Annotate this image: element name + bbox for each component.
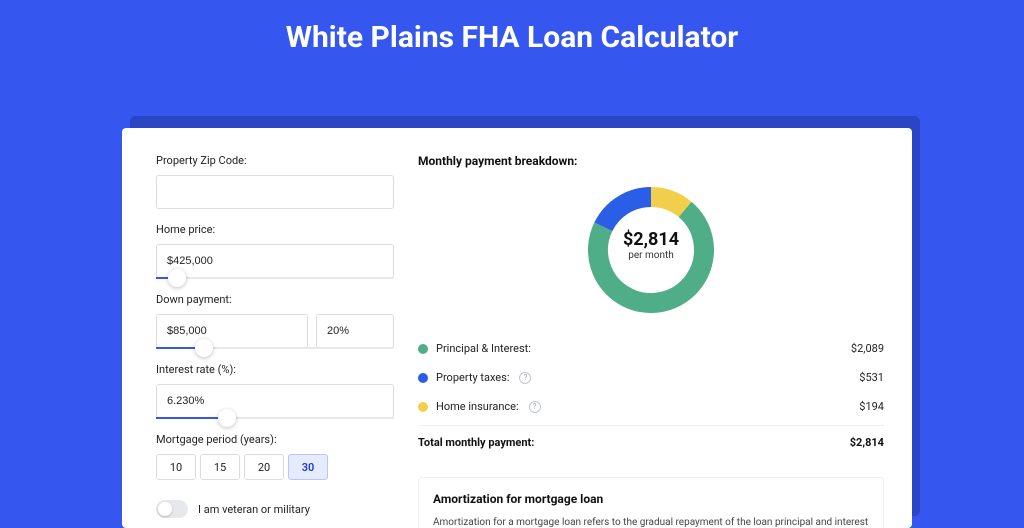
legend-label: Property taxes:: [436, 371, 509, 384]
donut-center: $2,814 per month: [588, 229, 714, 261]
info-icon[interactable]: ?: [519, 372, 531, 384]
slider-track: [156, 277, 394, 279]
slider-handle[interactable]: [218, 409, 236, 427]
page-root: White Plains FHA Loan Calculator Propert…: [0, 0, 1024, 512]
legend-dot: [418, 344, 428, 354]
down-payment-slider[interactable]: [156, 347, 394, 349]
slider-track: [156, 347, 394, 349]
breakdown-heading: Monthly payment breakdown:: [418, 154, 884, 168]
home-price-slider[interactable]: [156, 277, 394, 279]
amortization-box: Amortization for mortgage loan Amortizat…: [418, 477, 884, 528]
down-payment-label: Down payment:: [156, 293, 394, 306]
legend-row: Property taxes:? $531: [418, 363, 884, 392]
mortgage-period-options: 10152030: [156, 454, 394, 480]
interest-rate-input[interactable]: [156, 384, 394, 418]
donut-sub: per month: [588, 250, 714, 261]
legend-row: Home insurance:? $194: [418, 392, 884, 421]
info-icon[interactable]: ?: [529, 401, 541, 413]
legend-amount: $194: [859, 400, 884, 413]
breakdown-panel: Monthly payment breakdown: $2,814 per mo…: [412, 128, 912, 528]
mortgage-period-label: Mortgage period (years):: [156, 433, 394, 446]
slider-handle[interactable]: [168, 269, 186, 287]
legend-amount: $531: [859, 371, 884, 384]
home-price-field: Home price:: [156, 223, 394, 279]
legend-dot: [418, 373, 428, 383]
home-price-input[interactable]: [156, 244, 394, 278]
calculator-card: Property Zip Code: Home price: Down paym…: [122, 128, 912, 528]
page-title: White Plains FHA Loan Calculator: [0, 20, 1024, 55]
legend-label: Home insurance:: [436, 400, 519, 413]
total-label: Total monthly payment:: [418, 436, 534, 449]
legend-row: Principal & Interest: $2,089: [418, 334, 884, 363]
legend-amount: $2,089: [851, 342, 884, 355]
total-amount: $2,814: [850, 436, 884, 449]
down-payment-field: Down payment:: [156, 293, 394, 349]
inputs-panel: Property Zip Code: Home price: Down paym…: [122, 128, 412, 528]
slider-track: [156, 417, 394, 419]
zip-input[interactable]: [156, 175, 394, 209]
amortization-heading: Amortization for mortgage loan: [433, 492, 869, 506]
donut-chart-area: $2,814 per month: [418, 180, 884, 320]
veteran-toggle[interactable]: [156, 500, 188, 518]
period-button-10[interactable]: 10: [156, 454, 196, 480]
donut-amount: $2,814: [588, 229, 714, 250]
down-payment-input[interactable]: [156, 314, 308, 348]
period-button-15[interactable]: 15: [200, 454, 240, 480]
slider-fill: [156, 417, 227, 419]
interest-rate-label: Interest rate (%):: [156, 363, 394, 376]
amortization-body: Amortization for a mortgage loan refers …: [433, 516, 869, 528]
legend-label: Principal & Interest:: [436, 342, 531, 355]
interest-rate-slider[interactable]: [156, 417, 394, 419]
donut-chart: $2,814 per month: [588, 187, 714, 313]
veteran-label: I am veteran or military: [198, 503, 310, 516]
period-button-30[interactable]: 30: [288, 454, 328, 480]
interest-rate-field: Interest rate (%):: [156, 363, 394, 419]
period-button-20[interactable]: 20: [244, 454, 284, 480]
zip-field: Property Zip Code:: [156, 154, 394, 209]
page-title-bar: White Plains FHA Loan Calculator: [0, 0, 1024, 73]
down-payment-pct-input[interactable]: [316, 314, 394, 348]
mortgage-period-field: Mortgage period (years): 10152030: [156, 433, 394, 480]
home-price-label: Home price:: [156, 223, 394, 236]
zip-label: Property Zip Code:: [156, 154, 394, 167]
total-row: Total monthly payment: $2,814: [418, 425, 884, 463]
legend-rows: Principal & Interest: $2,089 Property taxe…: [418, 334, 884, 421]
veteran-row: I am veteran or military: [156, 500, 394, 518]
legend-dot: [418, 402, 428, 412]
slider-handle[interactable]: [195, 339, 213, 357]
